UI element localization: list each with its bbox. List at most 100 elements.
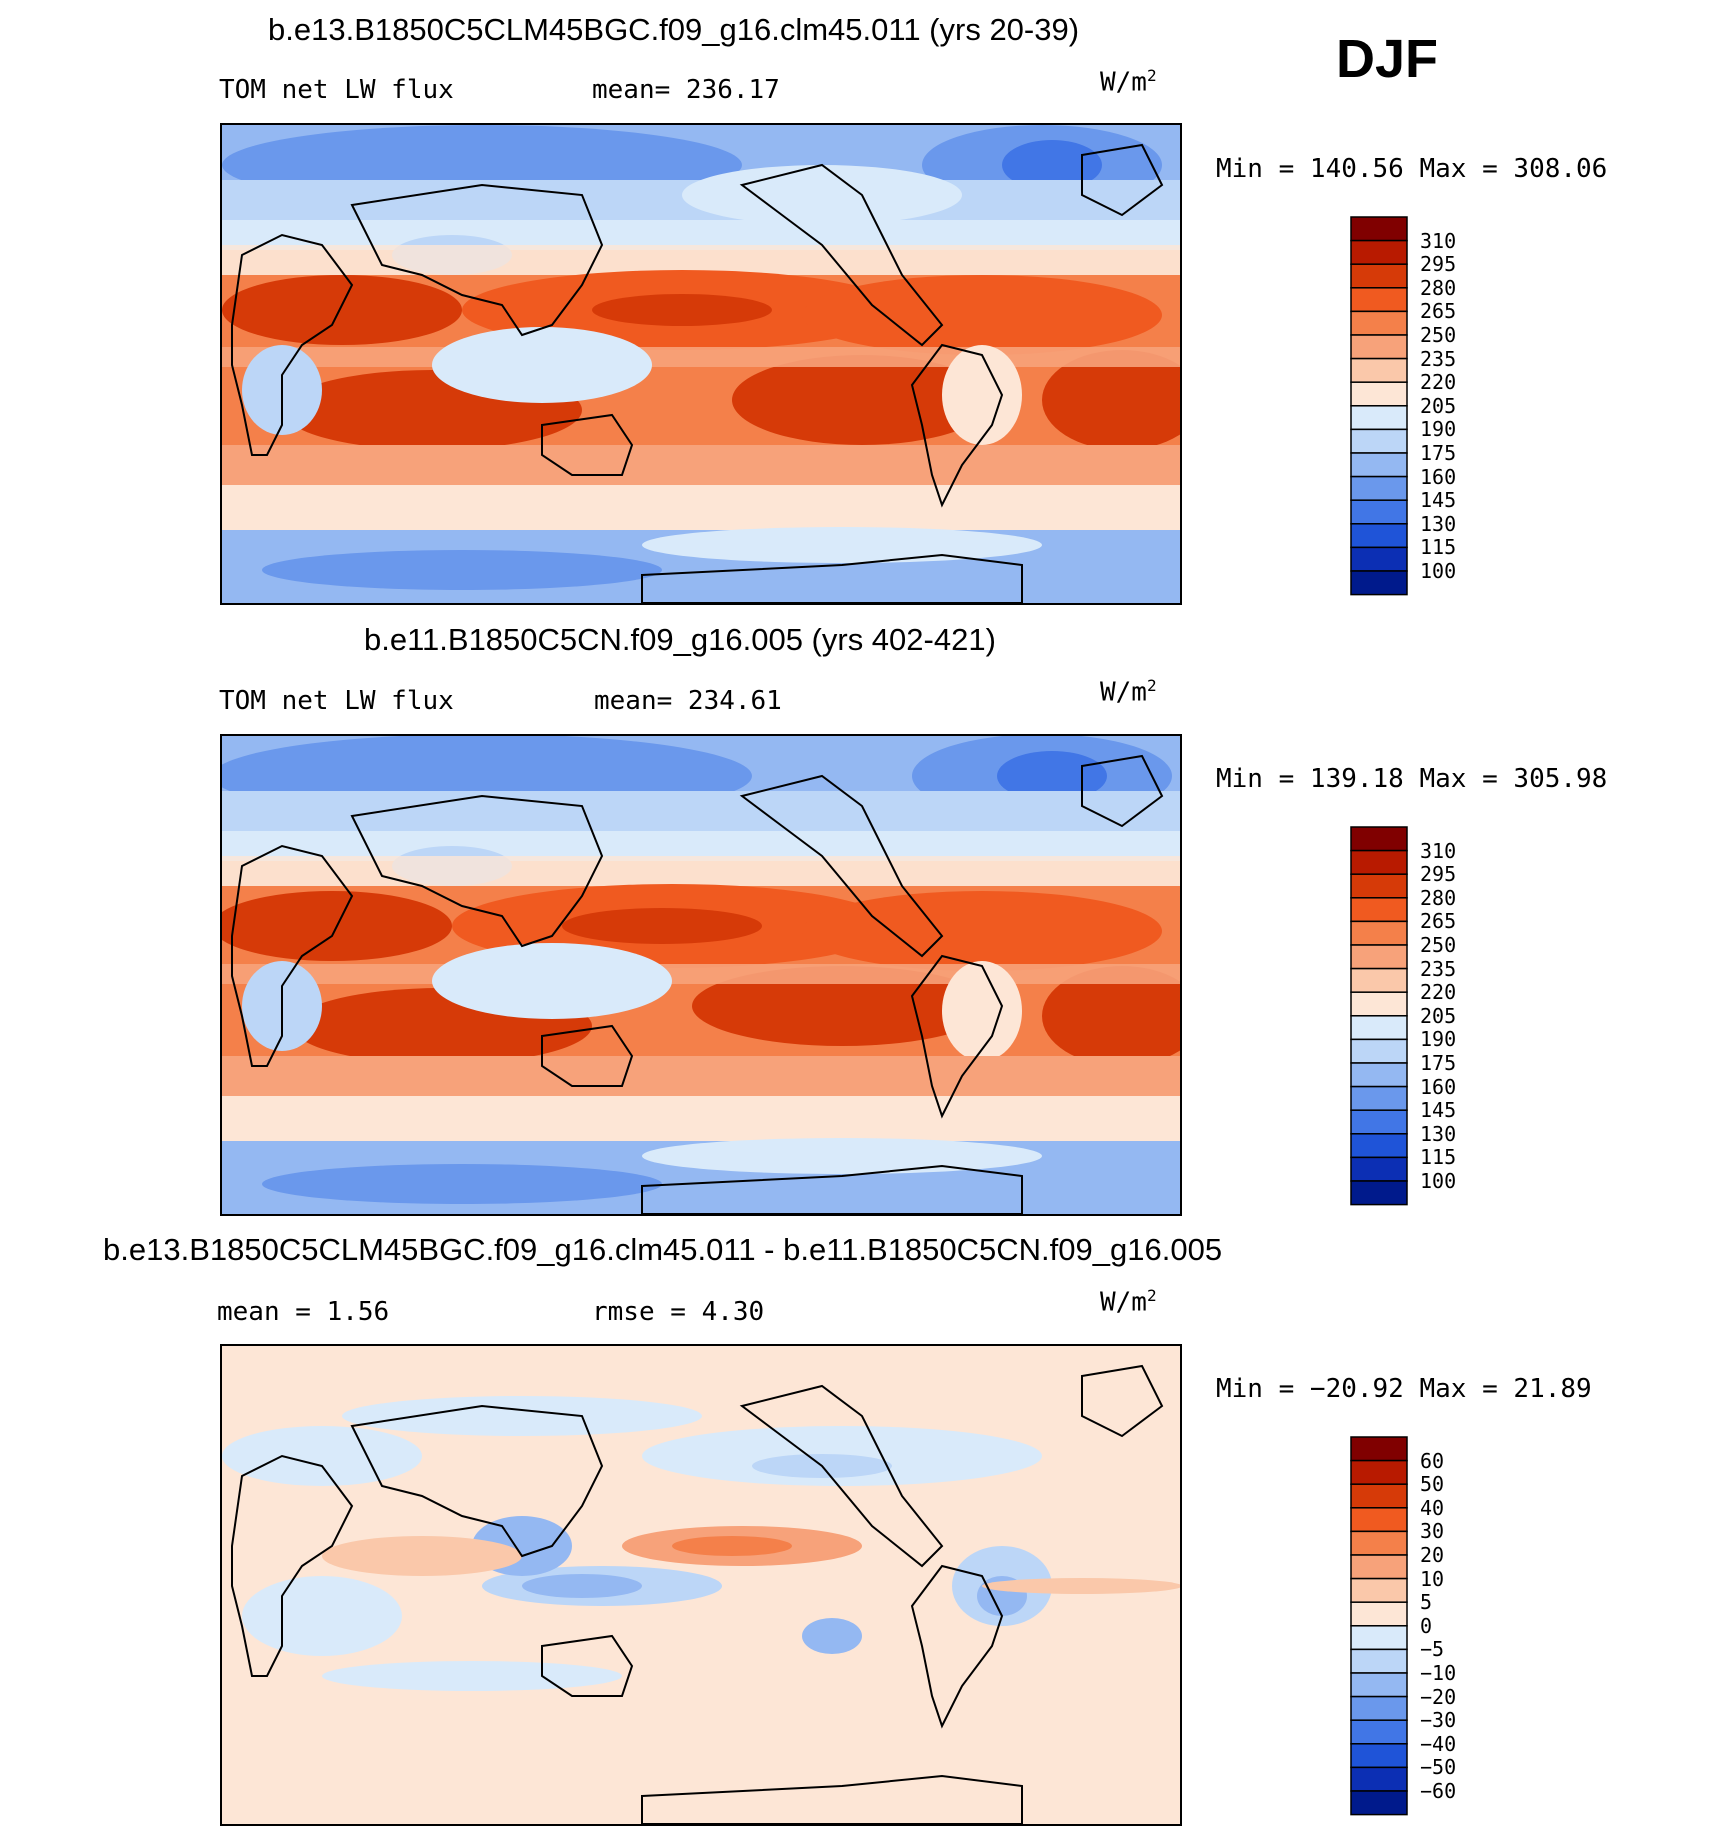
colorbar-tick-label: 220 xyxy=(1420,370,1457,395)
colorbar-swatch xyxy=(1350,1507,1408,1533)
colorbar-swatch xyxy=(1350,357,1408,383)
panel-2-mean-label: mean= 234.61 xyxy=(594,686,782,716)
panel-3-minmax: Min = −20.92 Max = 21.89 xyxy=(1216,1374,1592,1404)
colorbar-tick-label: 310 xyxy=(1420,228,1457,253)
colorbar-tick-label: 0 xyxy=(1420,1613,1433,1638)
colorbar-tick-label: 5 xyxy=(1420,1590,1433,1615)
panel-2-variable-label: TOM net LW flux xyxy=(219,686,454,716)
colorbar-swatch xyxy=(1350,1038,1408,1064)
panel-1-map xyxy=(220,123,1182,605)
colorbar-tick-label: −60 xyxy=(1420,1779,1457,1803)
colorbar-swatch xyxy=(1350,944,1408,970)
panel-3-map xyxy=(220,1344,1182,1826)
colorbar-tick-label: 265 xyxy=(1420,909,1457,934)
colorbar-tick-label: 50 xyxy=(1420,1472,1445,1497)
colorbar-swatch xyxy=(1350,1743,1408,1769)
colorbar-tick-label: −5 xyxy=(1420,1637,1445,1662)
panel-3-map-svg xyxy=(222,1346,1180,1824)
colorbar-tick-label: 235 xyxy=(1420,346,1457,371)
colorbar-tick-label: 130 xyxy=(1420,511,1457,536)
colorbar-swatch xyxy=(1350,991,1408,1017)
panel-1-colorbar-svg xyxy=(1350,216,1408,596)
colorbar-tick-label: 265 xyxy=(1420,299,1457,324)
colorbar-tick-label: 130 xyxy=(1420,1121,1457,1146)
colorbar-swatch xyxy=(1350,405,1408,431)
colorbar-tick-label: 175 xyxy=(1420,441,1457,465)
colorbar-swatch xyxy=(1350,1015,1408,1041)
colorbar-tick-label: 160 xyxy=(1420,464,1457,489)
colorbar-swatch xyxy=(1350,826,1408,852)
panel-2-case-title: b.e11.B1850C5CN.f09_g16.005 (yrs 402-421… xyxy=(364,622,996,657)
colorbar-tick-label: 250 xyxy=(1420,933,1457,957)
colorbar-swatch xyxy=(1350,263,1408,289)
colorbar-swatch xyxy=(1350,1625,1408,1651)
colorbar-tick-label: 295 xyxy=(1420,252,1457,277)
panel-3-mean-label: mean = 1.56 xyxy=(217,1297,390,1327)
colorbar-tick-label: 310 xyxy=(1420,838,1457,863)
colorbar-tick-label: 20 xyxy=(1420,1543,1445,1567)
colorbar-tick-label: 115 xyxy=(1420,535,1457,560)
panel-3-colorbar-svg xyxy=(1350,1436,1408,1816)
colorbar-swatch xyxy=(1350,1719,1408,1745)
colorbar-tick-label: 145 xyxy=(1420,1098,1457,1123)
colorbar-swatch xyxy=(1350,897,1408,923)
colorbar-swatch xyxy=(1350,1577,1408,1603)
colorbar-swatch xyxy=(1350,523,1408,549)
colorbar-swatch xyxy=(1350,967,1408,993)
colorbar-tick-label: 100 xyxy=(1420,1169,1457,1193)
colorbar-tick-label: 175 xyxy=(1420,1051,1457,1075)
colorbar-swatch xyxy=(1350,1156,1408,1182)
colorbar-swatch xyxy=(1350,1085,1408,1111)
colorbar-tick-label: 205 xyxy=(1420,1003,1457,1028)
panel-1-mean-label: mean= 236.17 xyxy=(592,75,780,105)
panel-3-case-title: b.e13.B1850C5CLM45BGC.f09_g16.clm45.011 … xyxy=(103,1232,1223,1267)
colorbar-swatch xyxy=(1350,1790,1408,1816)
panel-2-minmax: Min = 139.18 Max = 305.98 xyxy=(1216,764,1608,794)
colorbar-swatch xyxy=(1350,1109,1408,1135)
colorbar-tick-label: 160 xyxy=(1420,1074,1457,1099)
colorbar-swatch xyxy=(1350,216,1408,242)
colorbar-swatch xyxy=(1350,1459,1408,1485)
panel-2-colorbar-svg xyxy=(1350,826,1408,1206)
panel-3-rmse-label: rmse = 4.30 xyxy=(592,1297,765,1327)
colorbar-swatch xyxy=(1350,1436,1408,1462)
colorbar-swatch xyxy=(1350,475,1408,501)
colorbar-swatch xyxy=(1350,1530,1408,1556)
colorbar-tick-label: 145 xyxy=(1420,488,1457,513)
colorbar-swatch xyxy=(1350,310,1408,336)
colorbar-swatch xyxy=(1350,1554,1408,1580)
colorbar-swatch xyxy=(1350,570,1408,596)
colorbar-swatch xyxy=(1350,499,1408,525)
colorbar-swatch xyxy=(1350,381,1408,407)
colorbar-swatch xyxy=(1350,1672,1408,1698)
colorbar-tick-label: 190 xyxy=(1420,417,1457,442)
colorbar-swatch xyxy=(1350,1062,1408,1088)
colorbar-swatch xyxy=(1350,873,1408,899)
colorbar-tick-label: 250 xyxy=(1420,323,1457,347)
colorbar-swatch xyxy=(1350,1601,1408,1627)
colorbar-swatch xyxy=(1350,1766,1408,1792)
colorbar-tick-label: 100 xyxy=(1420,559,1457,583)
panel-1-minmax: Min = 140.56 Max = 308.06 xyxy=(1216,154,1608,184)
colorbar-tick-label: 60 xyxy=(1420,1448,1445,1473)
colorbar-tick-label: 280 xyxy=(1420,275,1457,300)
panel-1-case-title: b.e13.B1850C5CLM45BGC.f09_g16.clm45.011 … xyxy=(268,12,1080,47)
colorbar-swatch xyxy=(1350,452,1408,478)
panel-2-units: W/m2 xyxy=(1100,676,1157,708)
colorbar-tick-label: 115 xyxy=(1420,1145,1457,1170)
colorbar-swatch xyxy=(1350,920,1408,946)
colorbar-swatch xyxy=(1350,849,1408,875)
panel-2-map xyxy=(220,734,1182,1216)
colorbar-tick-label: 10 xyxy=(1420,1566,1445,1591)
panel-1-variable-label: TOM net LW flux xyxy=(219,75,454,105)
colorbar-swatch xyxy=(1350,546,1408,572)
panel-1-units: W/m2 xyxy=(1100,66,1157,98)
colorbar-swatch xyxy=(1350,1133,1408,1159)
panel-1-map-svg xyxy=(222,125,1180,603)
colorbar-tick-label: −10 xyxy=(1420,1661,1457,1685)
colorbar-tick-label: 235 xyxy=(1420,956,1457,981)
panel-3-units: W/m2 xyxy=(1100,1286,1157,1318)
colorbar-swatch xyxy=(1350,1695,1408,1721)
colorbar-tick-label: −50 xyxy=(1420,1755,1457,1780)
colorbar-swatch xyxy=(1350,334,1408,360)
